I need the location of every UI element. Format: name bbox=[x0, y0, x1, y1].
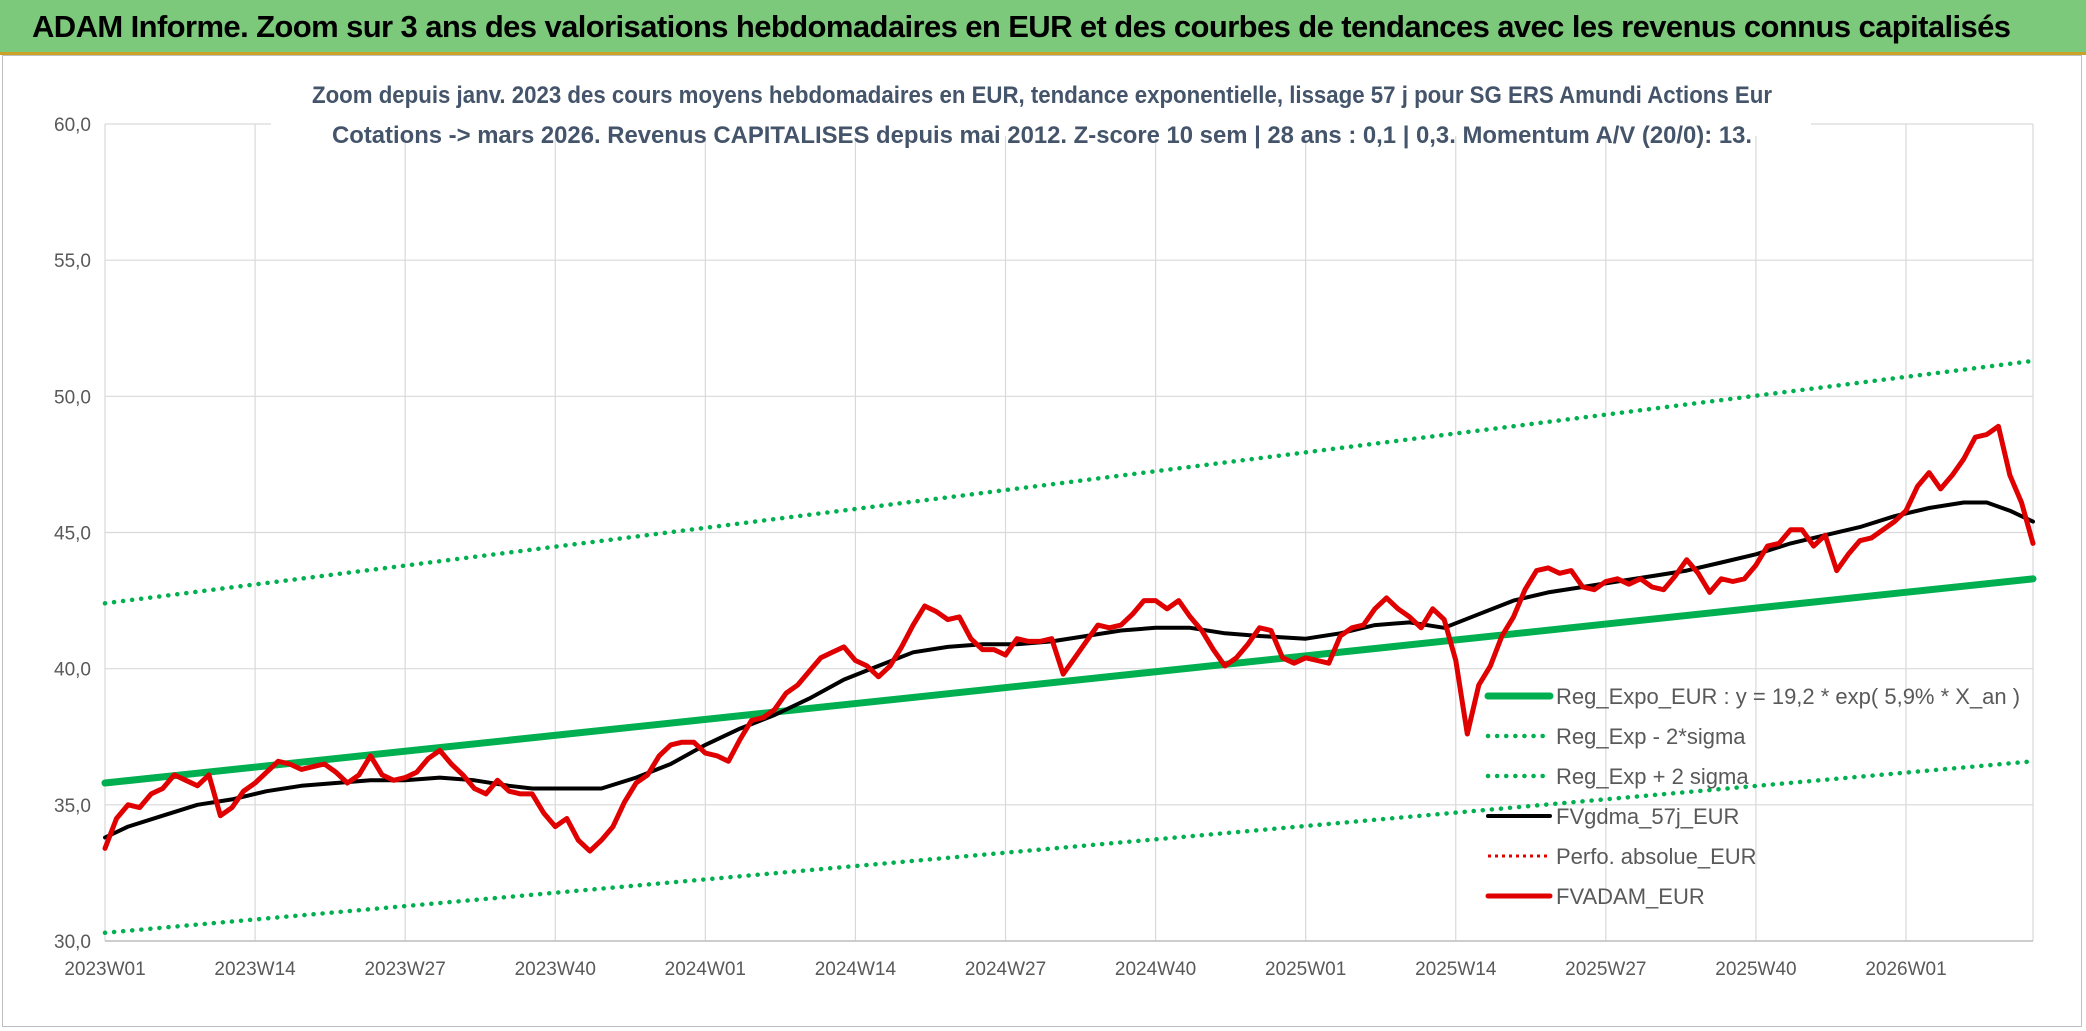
x-tick-label: 2023W01 bbox=[64, 959, 145, 980]
y-tick-label: 35,0 bbox=[54, 796, 91, 817]
x-tick-label: 2026W01 bbox=[1865, 959, 1946, 980]
x-tick-label: 2025W01 bbox=[1265, 959, 1346, 980]
y-tick-label: 40,0 bbox=[54, 660, 91, 681]
x-tick-label: 2025W27 bbox=[1565, 959, 1646, 980]
series-line-2 bbox=[102, 358, 2036, 606]
x-tick-label: 2024W01 bbox=[665, 959, 746, 980]
x-tick-label: 2023W14 bbox=[214, 959, 296, 980]
y-tick-label: 45,0 bbox=[54, 524, 91, 545]
y-tick-label: 30,0 bbox=[54, 932, 91, 953]
series-line-5 bbox=[102, 423, 2036, 854]
line-chart: 30,035,040,045,050,055,060,0 2023W01 2023… bbox=[54, 60, 2037, 980]
report-banner: ADAM Informe. Zoom sur 3 ans des valoris… bbox=[0, 0, 2086, 55]
legend-label: Reg_Expo_EUR : y = 19,2 * exp( 5,9% * X_… bbox=[1556, 684, 2020, 709]
series-line-1 bbox=[102, 759, 2036, 936]
gridlines bbox=[104, 123, 2034, 942]
legend-label: Reg_Exp + 2 sigma bbox=[1556, 764, 1749, 789]
legend-label: Reg_Exp - 2*sigma bbox=[1556, 724, 1746, 749]
chart-area: 30,0 35,0 40,0 45,0 50,0 55,0 60,0 2023W01 2023… bbox=[2, 55, 2082, 1027]
x-tick-label: 2024W27 bbox=[965, 959, 1046, 980]
series-line-0 bbox=[101, 575, 2037, 787]
chart-title: Zoom depuis janv. 2023 des cours moyens … bbox=[312, 82, 1772, 109]
report-title: ADAM Informe. Zoom sur 3 ans des valoris… bbox=[32, 9, 2011, 44]
x-tick-label: 2024W40 bbox=[1115, 959, 1196, 980]
y-tick-label: 50,0 bbox=[54, 387, 91, 408]
y-axis-ticks: 30,0 35,0 40,0 45,0 50,0 55,0 60,0 bbox=[54, 115, 91, 953]
x-tick-label: 2025W14 bbox=[1415, 959, 1497, 980]
y-tick-label: 55,0 bbox=[54, 251, 91, 272]
legend-label: Perfo. absolue_EUR bbox=[1556, 844, 1757, 869]
legend: Reg_Expo_EUR : y = 19,2 * exp( 5,9% * X_… bbox=[1484, 684, 2020, 909]
legend-label: FVgdma_57j_EUR bbox=[1556, 804, 1739, 829]
title-backdrop bbox=[271, 60, 1811, 136]
series-line-3 bbox=[103, 500, 2035, 840]
x-axis-ticks: 2023W01 2023W14 2023W27 2023W40 2024W01 2024W… bbox=[64, 959, 1946, 980]
legend-label: FVADAM_EUR bbox=[1556, 884, 1705, 909]
y-tick-label: 60,0 bbox=[54, 115, 91, 136]
x-tick-label: 2024W14 bbox=[815, 959, 897, 980]
x-tick-label: 2023W40 bbox=[515, 959, 596, 980]
chart-subtitle: Cotations -> mars 2026. Revenus CAPITALI… bbox=[332, 122, 1752, 149]
x-tick-label: 2023W27 bbox=[364, 959, 445, 980]
x-tick-label: 2025W40 bbox=[1715, 959, 1796, 980]
series-lines bbox=[101, 358, 2037, 936]
